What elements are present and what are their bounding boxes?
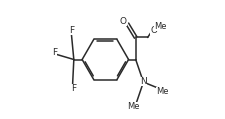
Text: F: F <box>69 26 74 35</box>
Text: F: F <box>71 84 76 93</box>
Text: Me: Me <box>156 87 168 96</box>
Text: O: O <box>150 26 157 35</box>
Text: Me: Me <box>154 22 166 31</box>
Text: F: F <box>52 48 57 57</box>
Text: N: N <box>140 77 147 86</box>
Text: Me: Me <box>127 102 140 111</box>
Text: O: O <box>120 17 127 26</box>
